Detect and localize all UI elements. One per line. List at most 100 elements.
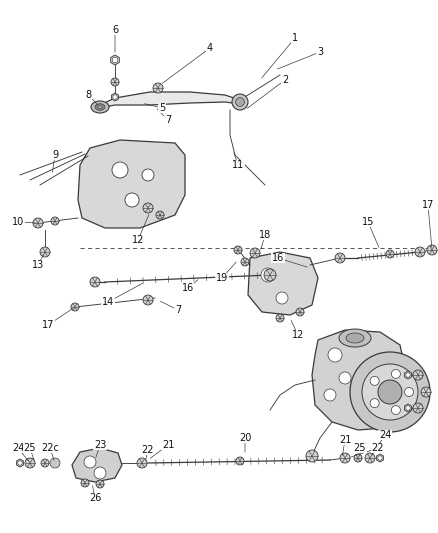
Text: 19: 19 (216, 273, 228, 283)
Text: 10: 10 (12, 217, 24, 227)
Text: 18: 18 (259, 230, 271, 240)
Circle shape (41, 459, 49, 467)
Circle shape (96, 480, 104, 488)
Circle shape (328, 348, 342, 362)
Text: 21: 21 (339, 435, 351, 445)
Text: 24: 24 (379, 430, 391, 440)
Text: 5: 5 (159, 103, 165, 113)
Polygon shape (405, 371, 411, 379)
Text: 22c: 22c (41, 443, 59, 453)
Circle shape (406, 373, 410, 377)
Circle shape (261, 268, 275, 282)
Text: 15: 15 (362, 217, 374, 227)
Circle shape (51, 217, 59, 225)
Circle shape (335, 253, 345, 263)
Circle shape (33, 218, 43, 228)
Circle shape (234, 246, 242, 254)
Ellipse shape (339, 329, 371, 347)
Text: 7: 7 (165, 115, 171, 125)
Text: 9: 9 (52, 150, 58, 160)
Text: 12: 12 (292, 330, 304, 340)
Ellipse shape (98, 106, 102, 109)
Circle shape (378, 456, 382, 460)
Polygon shape (111, 55, 119, 65)
Circle shape (276, 314, 284, 322)
Circle shape (340, 453, 350, 463)
Circle shape (113, 95, 117, 99)
Circle shape (386, 250, 394, 258)
Circle shape (232, 94, 248, 110)
Circle shape (306, 450, 318, 462)
Circle shape (84, 456, 96, 468)
Polygon shape (405, 404, 411, 412)
Polygon shape (72, 448, 122, 482)
Circle shape (415, 247, 425, 257)
Circle shape (143, 203, 153, 213)
Text: 14: 14 (102, 297, 114, 307)
Circle shape (413, 370, 423, 380)
Text: 2: 2 (282, 75, 288, 85)
Circle shape (296, 308, 304, 316)
Circle shape (25, 458, 35, 468)
Polygon shape (17, 459, 24, 467)
Circle shape (18, 461, 22, 465)
Circle shape (365, 453, 375, 463)
Text: 22: 22 (142, 445, 154, 455)
Ellipse shape (95, 104, 105, 110)
Circle shape (142, 169, 154, 181)
Text: 26: 26 (89, 493, 101, 503)
Circle shape (112, 162, 128, 178)
Circle shape (324, 389, 336, 401)
Text: 8: 8 (85, 90, 91, 100)
Text: 25: 25 (354, 443, 366, 453)
Circle shape (153, 83, 163, 93)
Circle shape (421, 387, 431, 397)
Circle shape (413, 403, 423, 413)
Ellipse shape (91, 101, 109, 113)
Circle shape (137, 458, 147, 468)
Circle shape (392, 369, 400, 378)
Text: 17: 17 (42, 320, 54, 330)
Text: 7: 7 (175, 305, 181, 315)
Circle shape (405, 387, 413, 397)
Text: 3: 3 (317, 47, 323, 57)
Text: 4: 4 (207, 43, 213, 53)
Circle shape (250, 248, 260, 258)
Circle shape (236, 98, 244, 107)
Circle shape (378, 380, 402, 404)
Circle shape (427, 245, 437, 255)
Circle shape (40, 247, 50, 257)
Text: 23: 23 (94, 440, 106, 450)
Circle shape (370, 399, 379, 408)
Circle shape (81, 479, 89, 487)
Text: 17: 17 (422, 200, 434, 210)
Text: 25: 25 (24, 443, 36, 453)
Circle shape (94, 467, 106, 479)
Polygon shape (248, 252, 318, 315)
Polygon shape (112, 93, 118, 101)
Text: 24: 24 (12, 443, 24, 453)
Circle shape (236, 457, 244, 465)
Circle shape (111, 78, 119, 86)
Text: 12: 12 (132, 235, 144, 245)
Text: 22: 22 (372, 443, 384, 453)
Circle shape (406, 406, 410, 410)
Circle shape (156, 211, 164, 219)
Text: 16: 16 (182, 283, 194, 293)
Polygon shape (100, 92, 240, 108)
Polygon shape (312, 330, 408, 430)
Text: 16: 16 (272, 253, 284, 263)
Circle shape (339, 372, 351, 384)
Circle shape (350, 352, 430, 432)
Circle shape (90, 277, 100, 287)
Circle shape (71, 303, 79, 311)
Polygon shape (78, 140, 185, 228)
Text: 1: 1 (292, 33, 298, 43)
Circle shape (264, 269, 276, 281)
Circle shape (112, 57, 118, 63)
Circle shape (143, 295, 153, 305)
Text: 11: 11 (232, 160, 244, 170)
Circle shape (354, 454, 362, 462)
Circle shape (276, 292, 288, 304)
Text: 6: 6 (112, 25, 118, 35)
